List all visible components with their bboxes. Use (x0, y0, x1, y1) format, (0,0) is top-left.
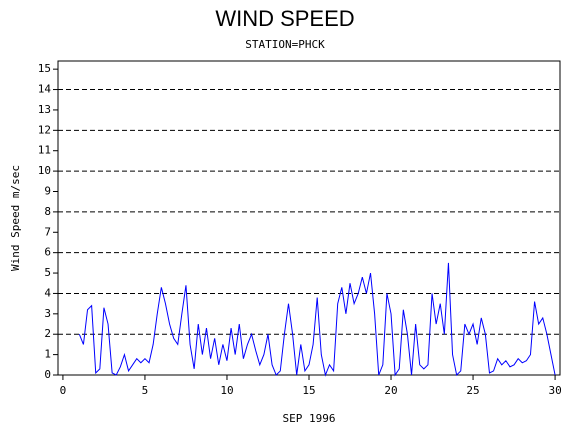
y-tick-label: 0 (44, 368, 51, 381)
y-tick-label: 8 (44, 205, 51, 218)
x-tick-label: 10 (220, 384, 233, 397)
y-tick-label: 14 (38, 83, 52, 96)
x-tick-label: 0 (60, 384, 67, 397)
y-tick-label: 7 (44, 225, 51, 238)
y-tick-label: 11 (38, 144, 51, 157)
x-tick-label: 15 (302, 384, 315, 397)
y-tick-label: 13 (38, 103, 51, 116)
x-tick-label: 20 (384, 384, 397, 397)
y-tick-label: 12 (38, 123, 51, 136)
x-tick-label: 25 (466, 384, 479, 397)
y-tick-label: 1 (44, 348, 51, 361)
y-axis-label: Wind Speed m/sec (9, 165, 22, 271)
series-line (78, 262, 556, 377)
chart-title: WIND SPEED (215, 6, 354, 31)
y-tick-label: 5 (44, 266, 51, 279)
y-tick-label: 9 (44, 184, 51, 197)
y-tick-label: 10 (38, 164, 51, 177)
y-tick-label: 15 (38, 62, 51, 75)
plot-frame (57, 60, 561, 376)
y-tick-label: 6 (44, 246, 51, 259)
y-tick-label: 2 (44, 327, 51, 340)
y-tick-label: 3 (44, 307, 51, 320)
chart-subtitle: STATION=PHCK (245, 38, 325, 51)
x-axis-label: SEP 1996 (283, 412, 336, 425)
x-tick-label: 5 (142, 384, 149, 397)
y-tick-label: 4 (44, 286, 51, 299)
x-tick-label: 30 (548, 384, 561, 397)
